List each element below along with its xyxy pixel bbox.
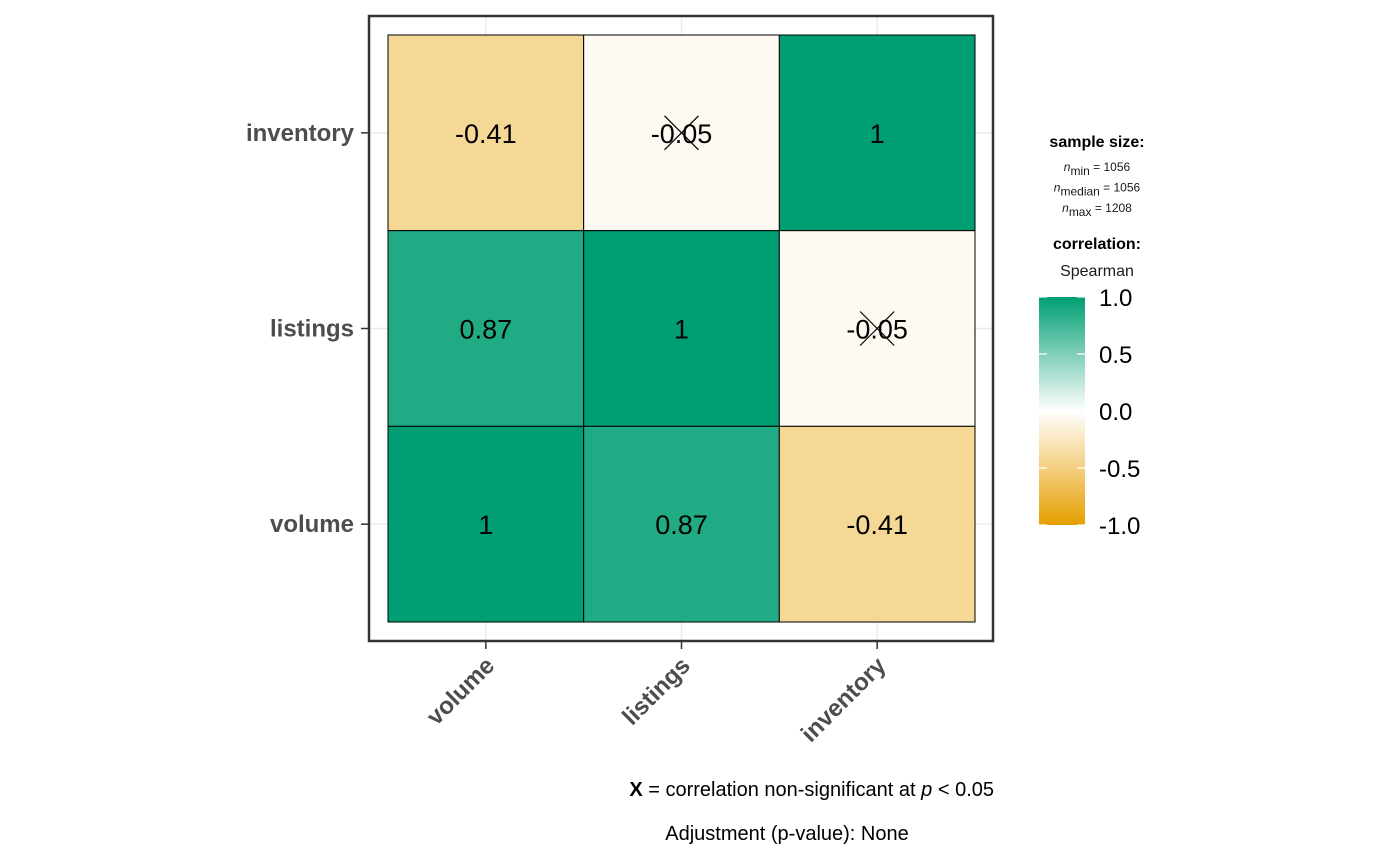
heatmap-cell: -0.05 xyxy=(583,34,780,232)
y-axis-tick-label: volume xyxy=(270,511,354,538)
x-axis: volume listings inventory xyxy=(422,641,892,748)
caption: X = correlation non-significant at p < 0… xyxy=(629,779,994,845)
y-axis: volume listings inventory xyxy=(246,120,369,538)
caption-adjustment-note: Adjustment (p-value): None xyxy=(665,823,908,845)
caption-p-symbol: p xyxy=(920,779,932,801)
heatmap-cell: 1 xyxy=(387,425,585,623)
legend-n-symbol: n xyxy=(1064,160,1071,174)
legend-n-value: = 1056 xyxy=(1100,181,1141,195)
legend-tick-label: 0.0 xyxy=(1099,399,1132,426)
heatmap-cells: -0.41 -0.05 1 0.87 1 -0.05 1 0.87 -0.41 xyxy=(387,34,976,623)
heatmap-cell-label: 0.87 xyxy=(460,315,513,345)
legend-sample-size-title: sample size: xyxy=(1049,134,1144,151)
legend-correlation-title: correlation: xyxy=(1053,236,1141,253)
legend-n-value: = 1208 xyxy=(1091,201,1132,215)
x-axis-tick-label: listings xyxy=(617,652,695,730)
heatmap-cell-label: 1 xyxy=(478,510,493,540)
heatmap-cell-tile xyxy=(778,34,976,232)
x-axis-tick-label: inventory xyxy=(796,652,892,748)
heatmap-cell: 1 xyxy=(778,34,976,232)
heatmap-cell-label: -0.41 xyxy=(846,510,908,540)
non-significant-cross-mark xyxy=(664,115,699,151)
legend-n-symbol: n xyxy=(1062,201,1069,215)
legend-n-subscript: min xyxy=(1070,164,1089,178)
heatmap-cell-label: -0.41 xyxy=(455,119,517,149)
heatmap-cell: -0.41 xyxy=(387,34,585,232)
heatmap-cell: 0.87 xyxy=(387,230,585,427)
heatmap-cell-tile xyxy=(778,425,976,623)
legend-tick-label: 0.5 xyxy=(1099,342,1132,369)
legend-colorbar-ticks: 1.0 0.5 0.0 -0.5 -1.0 xyxy=(1039,285,1140,540)
x-axis-tick-label: volume xyxy=(422,652,501,731)
heatmap-cell: -0.41 xyxy=(778,425,976,623)
heatmap-cell-label: 1 xyxy=(870,119,885,149)
heatmap-cell: -0.05 xyxy=(778,230,976,427)
caption-significance-note: X = correlation non-significant at p < 0… xyxy=(629,779,994,801)
legend-n-symbol: n xyxy=(1054,181,1061,195)
caption-text-a: = correlation non-significant at xyxy=(643,779,922,801)
legend-n-value: = 1056 xyxy=(1090,160,1131,174)
legend-sample-size-line: nmin = 1056 xyxy=(1064,160,1131,178)
heatmap-cell: 0.87 xyxy=(583,425,780,623)
heatmap-cell: 1 xyxy=(583,230,780,427)
heatmap-cell-tile xyxy=(387,425,585,623)
caption-x-mark: X xyxy=(629,779,643,801)
legend-tick-label: -0.5 xyxy=(1099,456,1140,483)
legend-sample-size-line: nmax = 1208 xyxy=(1062,201,1132,219)
heatmap-cell-label: 1 xyxy=(674,315,689,345)
y-axis-tick-label: listings xyxy=(270,316,354,343)
heatmap-cell-label: -0.05 xyxy=(846,315,908,345)
non-significant-cross-mark xyxy=(859,311,895,346)
heatmap-cell-tile xyxy=(387,34,585,232)
legend-correlation-method: Spearman xyxy=(1060,263,1134,280)
heatmap-cell-label: 0.87 xyxy=(655,510,708,540)
y-axis-tick-label: inventory xyxy=(246,120,355,147)
legend-n-subscript: median xyxy=(1060,185,1099,199)
heatmap-cell-label: -0.05 xyxy=(651,119,713,149)
caption-text-b: < 0.05 xyxy=(932,779,994,801)
legend-tick-label: -1.0 xyxy=(1099,513,1140,540)
heatmap-cell-tile xyxy=(583,425,780,623)
legend-sample-size-line: nmedian = 1056 xyxy=(1054,181,1141,199)
legend-n-subscript: max xyxy=(1069,205,1092,219)
legend-tick-label: 1.0 xyxy=(1099,285,1132,312)
